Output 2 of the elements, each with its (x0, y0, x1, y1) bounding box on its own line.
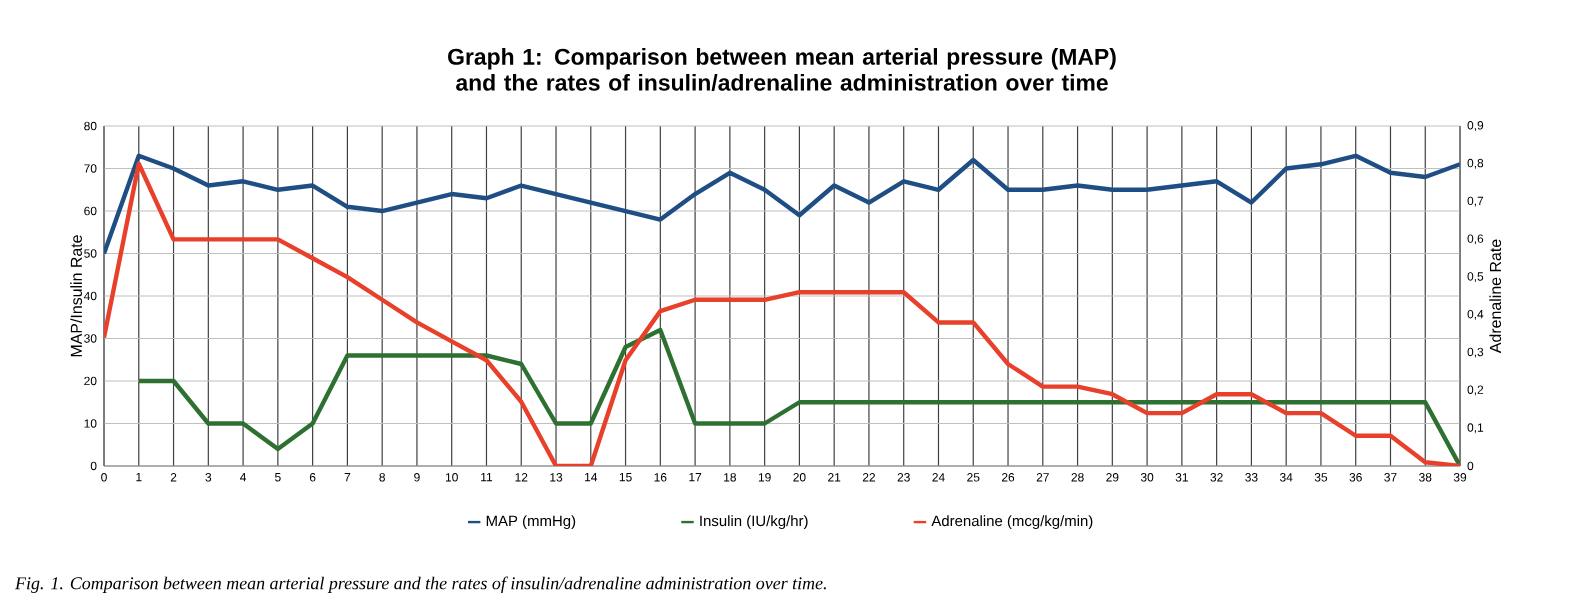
chart-title: Graph 1: Comparison between mean arterial pressure (MAP) and the rates of insulin/adrenaline administration over time (448, 48, 1116, 92)
caption: Fig. 1. Comparison between mean arterial pressure and the rates of insulin/adrenaline administration over time. (14, 576, 826, 593)
